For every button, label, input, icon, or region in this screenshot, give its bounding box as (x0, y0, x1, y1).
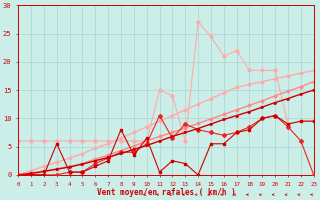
X-axis label: Vent moyen/en rafales ( km/h ): Vent moyen/en rafales ( km/h ) (97, 188, 235, 197)
